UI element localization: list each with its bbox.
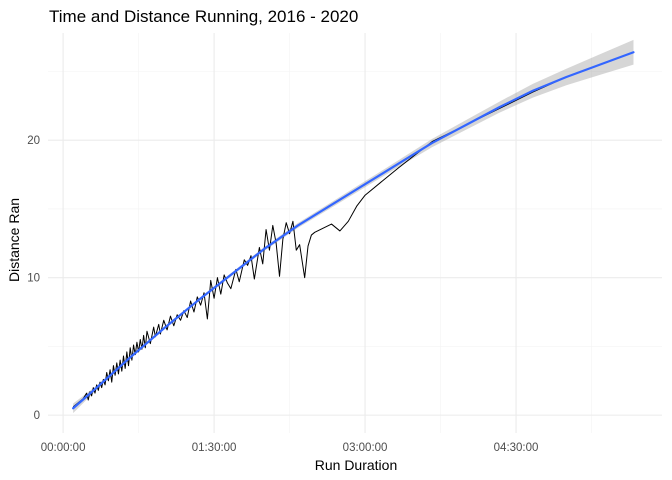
- y-tick-label: 20: [27, 135, 40, 147]
- x-tick-label: 04:30:00: [494, 442, 539, 454]
- smooth-trend-line: [72, 51, 635, 410]
- series-line-distance: [72, 51, 634, 408]
- gridlines: [48, 33, 662, 433]
- y-tick-labels: 0 10 20: [27, 135, 40, 422]
- series-layer: [72, 51, 634, 408]
- x-tick-labels: 00:00:00 01:30:00 03:00:00 04:30:00: [41, 442, 539, 454]
- confidence-band: [73, 39, 634, 414]
- x-tick-label: 03:00:00: [343, 442, 388, 454]
- smooth-confidence-band: [73, 39, 634, 414]
- y-tick-label: 10: [27, 273, 40, 285]
- y-tick-label: 0: [34, 410, 40, 422]
- y-axis-title: Distance Ran: [6, 198, 22, 282]
- x-tick-label: 00:00:00: [41, 442, 86, 454]
- x-tick-label: 01:30:00: [192, 442, 237, 454]
- chart-title: Time and Distance Running, 2016 - 2020: [49, 7, 358, 26]
- x-axis-title: Run Duration: [315, 457, 398, 473]
- smooth-trend-layer: [72, 51, 635, 410]
